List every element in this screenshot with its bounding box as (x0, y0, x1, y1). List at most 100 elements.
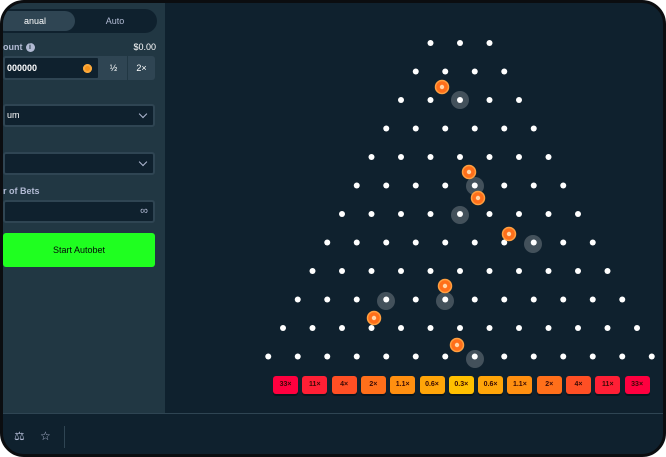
peg-glow (466, 177, 484, 195)
ball-shine (454, 342, 460, 348)
peg (398, 211, 404, 217)
info-icon[interactable]: i (25, 43, 35, 53)
peg (471, 353, 478, 360)
peg (427, 40, 434, 46)
coin-icon (83, 64, 92, 73)
peg (457, 154, 463, 160)
peg (383, 353, 390, 360)
peg (516, 211, 522, 217)
multiplier-box: 11× (595, 376, 621, 394)
peg (353, 182, 360, 189)
peg (604, 325, 611, 331)
plinko-board: 33× 11× 4× 2× 1.1× 0.6× 0.3× 0.6× 1.1× 2× 4× 11× 33× (165, 3, 663, 413)
peg (412, 68, 419, 75)
star-icon[interactable]: ☆ (40, 429, 51, 443)
peg (530, 296, 537, 303)
peg (442, 353, 449, 360)
peg-glow (466, 350, 484, 368)
peg (471, 68, 478, 75)
number-of-bets-input[interactable]: ∞ (3, 200, 155, 223)
peg (545, 211, 552, 217)
bet-amount-label-text: ount (3, 42, 23, 52)
rows-select[interactable] (3, 152, 155, 175)
peg (575, 211, 581, 217)
bottom-bar: ⚖ ☆ (3, 413, 663, 454)
peg (486, 154, 493, 160)
multiplier-box: 4× (566, 376, 591, 394)
peg (412, 239, 419, 246)
peg (339, 325, 345, 331)
peg (560, 296, 567, 303)
multiplier-box: 1.1× (390, 376, 416, 394)
peg (294, 353, 301, 360)
peg (486, 211, 493, 217)
peg (368, 268, 375, 274)
peg (471, 182, 478, 189)
peg (280, 325, 286, 331)
tab-manual[interactable]: anual (3, 11, 75, 31)
peg (471, 239, 478, 246)
peg (589, 239, 596, 246)
peg (383, 125, 390, 132)
peg (501, 68, 508, 75)
start-autobet-button[interactable]: Start Autobet (3, 233, 155, 267)
peg (368, 211, 375, 217)
peg (648, 353, 655, 360)
multiplier-box: 2× (360, 376, 386, 394)
half-button[interactable]: ½ (109, 63, 118, 73)
peg (486, 97, 493, 103)
mode-tabs: anual Auto (3, 9, 157, 33)
peg (619, 353, 626, 360)
peg (486, 268, 493, 274)
peg (604, 268, 611, 274)
bet-amount-input-value: 000000 (7, 63, 38, 73)
double-button[interactable]: 2× (127, 56, 155, 80)
peg (530, 182, 537, 189)
peg (383, 296, 390, 303)
ball-shine (506, 231, 512, 237)
peg (560, 353, 567, 360)
peg (427, 325, 434, 331)
peg (442, 239, 449, 246)
peg (560, 239, 567, 246)
multiplier-box: 0.3× (448, 376, 474, 394)
risk-select[interactable]: um (3, 104, 155, 127)
peg (309, 268, 316, 274)
peg (501, 182, 508, 189)
peg (412, 296, 419, 303)
peg (545, 325, 552, 331)
ball-shine (439, 84, 445, 90)
peg (530, 125, 537, 132)
peg (589, 296, 596, 303)
peg (457, 325, 463, 331)
peg (353, 239, 360, 246)
peg (530, 239, 537, 246)
tab-auto[interactable]: Auto (105, 16, 125, 26)
ball-shine (371, 315, 377, 321)
multiplier-box: 33× (273, 376, 298, 394)
fairness-icon[interactable]: ⚖ (14, 429, 25, 443)
bet-amount-label: ount i (3, 42, 35, 53)
number-of-bets-label: r of Bets (3, 186, 40, 196)
risk-select-value: um (7, 110, 20, 120)
peg (324, 296, 331, 303)
peg (294, 296, 301, 303)
ball-shine (475, 195, 481, 201)
peg (575, 325, 581, 331)
peg (427, 268, 434, 274)
bet-amount-input[interactable]: 000000 (3, 56, 100, 80)
peg (486, 325, 493, 331)
peg (589, 353, 596, 360)
peg (516, 325, 522, 331)
peg (412, 182, 419, 189)
peg (398, 154, 404, 160)
peg (442, 182, 449, 189)
bet-sidebar: anual Auto ount i $0.00 000000 ½ 2× um r … (3, 3, 165, 413)
peg (516, 154, 522, 160)
peg (457, 40, 463, 46)
peg (471, 296, 478, 303)
peg (530, 353, 537, 360)
divider (64, 426, 65, 448)
peg (560, 182, 567, 189)
